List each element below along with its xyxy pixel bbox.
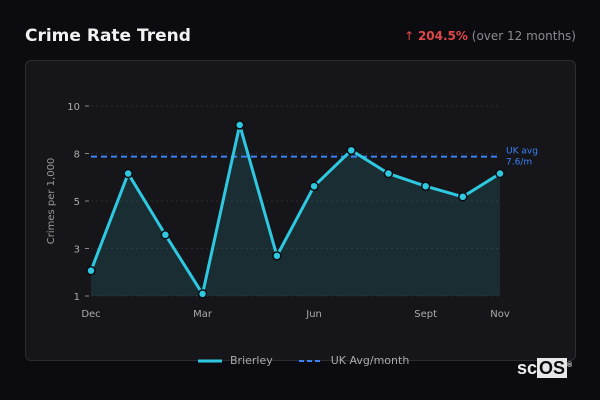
legend-reference-swatch bbox=[298, 359, 323, 362]
legend: Brierley UK Avg/month bbox=[198, 354, 409, 367]
data-point bbox=[495, 168, 505, 179]
data-point bbox=[234, 120, 245, 130]
change-indicator: ↑ 204.5% (over 12 months) bbox=[404, 29, 576, 43]
legend-series-swatch bbox=[198, 359, 222, 362]
x-tick-label: Mar bbox=[193, 309, 213, 320]
x-tick-label: Nov bbox=[490, 309, 510, 320]
x-tick-label: Jun bbox=[305, 309, 322, 320]
scos-logo: sc OS ® bbox=[517, 358, 573, 378]
x-tick-label: Sept bbox=[414, 309, 437, 320]
chart-title: Crime Rate Trend bbox=[25, 26, 191, 46]
series-area bbox=[91, 125, 500, 296]
legend-reference-label: UK Avg/month bbox=[330, 354, 410, 367]
change-period: (over 12 months) bbox=[471, 29, 576, 43]
uk-avg-value: 7.6/m bbox=[506, 158, 532, 168]
data-point bbox=[86, 265, 96, 276]
data-point bbox=[420, 181, 431, 191]
legend-series-label: Brierley bbox=[230, 354, 273, 367]
data-point bbox=[272, 251, 282, 261]
data-point bbox=[458, 192, 468, 202]
data-point bbox=[123, 168, 133, 179]
y-tick-label: 10 bbox=[67, 102, 80, 113]
arrow-up-icon: ↑ bbox=[404, 29, 415, 43]
data-point bbox=[383, 168, 394, 179]
uk-avg-label: UK avg bbox=[506, 147, 538, 157]
data-point bbox=[346, 145, 357, 156]
data-point bbox=[309, 181, 319, 191]
y-tick-label: 3 bbox=[74, 245, 80, 256]
data-point bbox=[160, 230, 171, 240]
y-tick-label: 5 bbox=[74, 197, 80, 208]
y-tick-label: 8 bbox=[74, 150, 80, 161]
series-line bbox=[89, 123, 501, 296]
y-tick-label: 1 bbox=[74, 292, 80, 303]
data-point bbox=[197, 289, 208, 299]
change-percent: 204.5% bbox=[417, 29, 468, 43]
x-tick-label: Dec bbox=[81, 309, 100, 320]
y-axis-label: Crimes per 1,000 bbox=[46, 158, 57, 245]
